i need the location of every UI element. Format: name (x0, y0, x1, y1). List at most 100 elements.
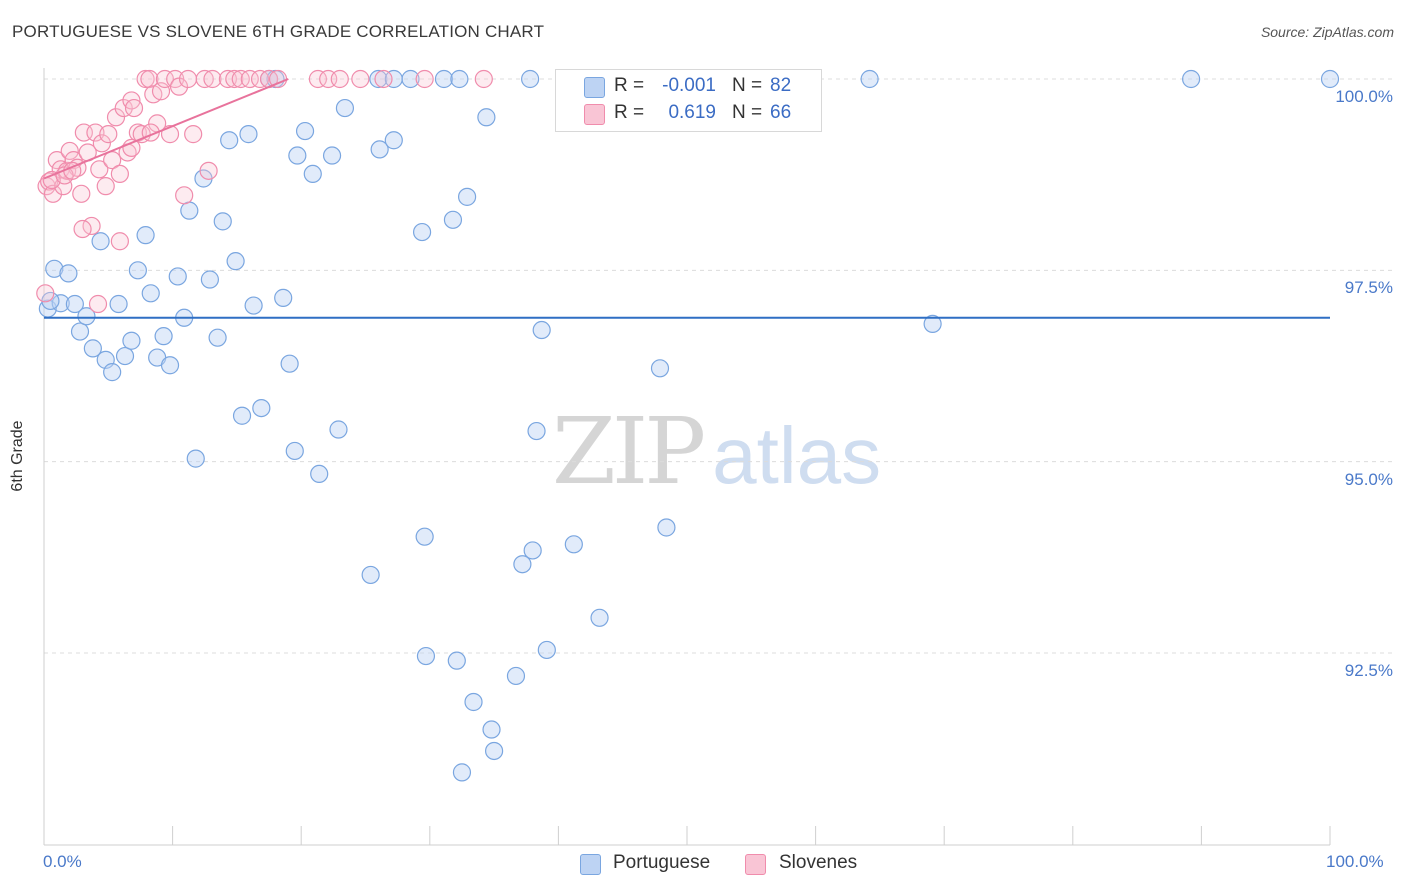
point-portuguese (168, 267, 187, 286)
point-portuguese (457, 187, 477, 206)
point-portuguese (537, 640, 556, 660)
legend-row-slovenes: R = 0.619 N = 66 (556, 101, 821, 127)
point-portuguese (213, 212, 232, 231)
point-slovenes (72, 184, 91, 203)
point-portuguese (45, 259, 64, 278)
point-portuguese (160, 356, 180, 375)
point-portuguese (1182, 69, 1201, 89)
point-slovenes (308, 69, 328, 89)
point-portuguese (91, 232, 110, 251)
point-slovenes (178, 69, 198, 89)
point-portuguese (477, 108, 496, 127)
point-portuguese (122, 331, 141, 350)
point-portuguese (83, 339, 102, 358)
point-slovenes (92, 134, 111, 153)
point-portuguese (450, 69, 469, 89)
point-slovenes (132, 125, 151, 144)
point-slovenes (199, 161, 218, 180)
legend-n-label: N = (732, 102, 763, 123)
point-portuguese (239, 125, 258, 144)
point-slovenes (140, 69, 159, 89)
x-tick-label-max: 100.0% (1326, 852, 1384, 871)
point-slovenes (73, 219, 92, 239)
point-portuguese (650, 359, 670, 378)
point-slovenes (106, 108, 126, 127)
watermark-zip: ZIP (552, 398, 706, 505)
point-portuguese (527, 421, 546, 441)
legend-r-value: -0.001 (662, 75, 716, 96)
point-portuguese (384, 131, 403, 150)
y-tick-label: 100.0% (1335, 87, 1393, 106)
point-portuguese (506, 666, 526, 686)
point-portuguese (361, 565, 380, 585)
point-portuguese (295, 121, 315, 141)
point-slovenes (225, 69, 244, 89)
point-portuguese (329, 420, 348, 439)
point-portuguese (208, 328, 227, 347)
legend-n-value: 82 (770, 75, 792, 96)
point-slovenes (110, 232, 129, 251)
point-portuguese (180, 201, 199, 220)
point-portuguese (65, 294, 84, 314)
point-slovenes (88, 294, 108, 314)
series-legend: Portuguese Slovenes (0, 852, 1406, 878)
point-portuguese (322, 146, 342, 165)
legend-n-label: N = (732, 75, 763, 96)
point-portuguese (370, 140, 389, 159)
point-portuguese (128, 261, 147, 280)
legend-label-slovenes: Slovenes (779, 852, 858, 873)
point-portuguese (464, 692, 483, 712)
point-portuguese (532, 320, 551, 340)
point-portuguese (280, 354, 299, 373)
point-slovenes (203, 69, 222, 89)
point-portuguese (590, 608, 609, 627)
point-portuguese (70, 322, 90, 341)
point-slovenes (90, 160, 109, 179)
y-tick-label: 97.5% (1344, 278, 1393, 298)
legend-label-portuguese: Portuguese (613, 852, 711, 873)
point-portuguese (369, 69, 388, 89)
point-portuguese (288, 146, 307, 165)
point-portuguese (252, 398, 271, 418)
point-slovenes (218, 69, 237, 89)
point-slovenes (114, 98, 133, 118)
point-slovenes (110, 164, 129, 184)
point-portuguese (77, 307, 96, 326)
point-portuguese (443, 210, 463, 229)
point-portuguese (115, 346, 135, 366)
point-slovenes (195, 69, 214, 89)
legend-swatch-portuguese (580, 854, 601, 875)
point-slovenes (36, 284, 55, 303)
point-portuguese (303, 164, 322, 184)
point-portuguese (220, 131, 239, 150)
point-portuguese (103, 363, 122, 382)
point-portuguese (860, 69, 879, 89)
point-portuguese (447, 651, 466, 670)
point-portuguese (657, 518, 676, 537)
point-slovenes (240, 69, 259, 89)
y-tick-label: 95.0% (1344, 469, 1393, 489)
point-portuguese (401, 69, 420, 89)
point-portuguese (523, 541, 542, 560)
point-portuguese (154, 327, 173, 346)
legend-n-value: 66 (770, 102, 792, 123)
point-slovenes (175, 186, 194, 205)
point-slovenes (96, 177, 115, 196)
point-portuguese (513, 555, 532, 574)
point-portuguese (452, 763, 472, 782)
point-portuguese (482, 720, 501, 739)
point-slovenes (43, 184, 63, 203)
point-slovenes (60, 141, 79, 161)
point-portuguese (109, 294, 128, 314)
point-portuguese (232, 406, 252, 425)
x-tick-label-min: 0.0% (43, 852, 82, 871)
legend-r-label: R = (614, 75, 645, 96)
point-slovenes (474, 69, 493, 89)
source-credit: Source: ZipAtlas.com (1260, 24, 1394, 40)
watermark-atlas: atlas (712, 411, 882, 500)
point-slovenes (415, 69, 434, 89)
trendline-slovenes (43, 78, 289, 180)
legend-row-portuguese: R = -0.001 N = 82 (556, 74, 821, 100)
legend-swatch-slovenes (584, 104, 605, 125)
